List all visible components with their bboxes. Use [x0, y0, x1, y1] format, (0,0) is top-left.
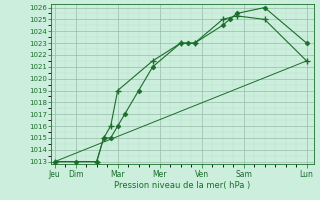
X-axis label: Pression niveau de la mer( hPa ): Pression niveau de la mer( hPa )	[114, 181, 251, 190]
